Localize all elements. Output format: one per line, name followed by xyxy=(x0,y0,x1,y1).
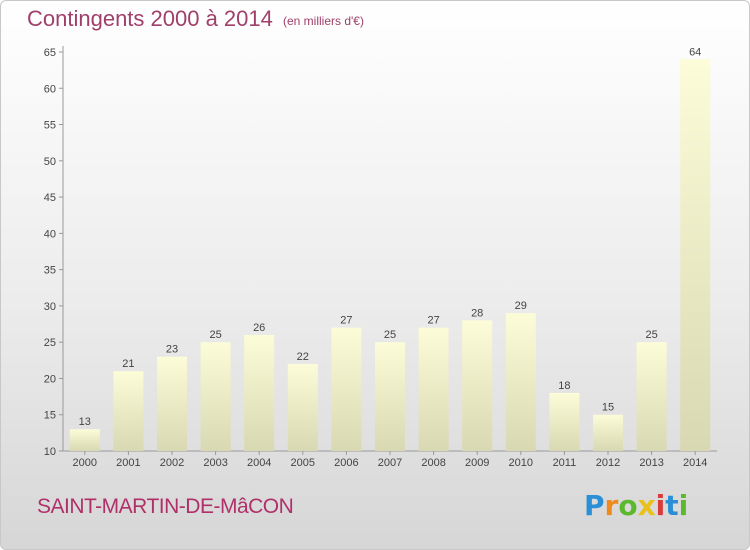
x-tick-label: 2013 xyxy=(639,457,663,469)
x-tick-label: 2011 xyxy=(553,457,577,469)
y-axis: 10 15 20 25 30 35 40 45 50 55 60 65 xyxy=(44,46,64,458)
bar xyxy=(69,429,100,451)
data-label: 25 xyxy=(209,329,221,341)
x-tick-label: 2003 xyxy=(203,457,227,469)
x-tick-label: 2007 xyxy=(378,457,402,469)
x-tick-label: 2014 xyxy=(683,457,707,469)
x-tick-label: 2009 xyxy=(465,457,489,469)
y-tick-label: 10 xyxy=(44,446,56,458)
logo-letter: r xyxy=(604,489,619,522)
y-tick-label: 45 xyxy=(44,192,56,204)
bar xyxy=(287,363,318,451)
data-label: 21 xyxy=(122,358,134,370)
data-label: 25 xyxy=(384,329,396,341)
bar xyxy=(200,342,231,451)
y-tick-label: 25 xyxy=(44,337,56,349)
logo-letter: t xyxy=(665,489,679,522)
y-tick-label: 60 xyxy=(44,83,56,95)
y-tick-label: 35 xyxy=(44,265,56,277)
x-tick-label: 2005 xyxy=(291,457,315,469)
bars: 13 21 23 25 26 22 27 25 27 28 29 18 15 25 64 xyxy=(69,46,711,451)
data-label: 26 xyxy=(253,322,265,334)
logo-letter: i xyxy=(678,489,689,522)
bar xyxy=(636,342,667,451)
data-label: 28 xyxy=(471,307,483,319)
data-label: 18 xyxy=(558,380,570,392)
data-label: 27 xyxy=(340,315,352,327)
bar xyxy=(462,320,493,451)
bar xyxy=(331,327,362,451)
data-label: 23 xyxy=(166,344,178,356)
data-label: 25 xyxy=(645,329,657,341)
x-tick-label: 2010 xyxy=(509,457,533,469)
logo-letter: x xyxy=(637,489,656,522)
bar xyxy=(505,313,536,451)
data-label: 27 xyxy=(427,315,439,327)
bar xyxy=(375,342,405,451)
y-tick-label: 15 xyxy=(44,410,56,422)
proxiti-logo: Proxiti xyxy=(584,489,688,522)
y-tick-label: 50 xyxy=(44,156,56,168)
data-label: 29 xyxy=(515,300,527,312)
logo-letter: i xyxy=(655,489,666,522)
y-tick-label: 65 xyxy=(44,47,56,59)
x-tick-label: 2001 xyxy=(116,457,140,469)
data-label: 64 xyxy=(689,46,701,58)
x-tick-label: 2008 xyxy=(421,457,445,469)
place-name: SAINT-MARTIN-DE-MâCON xyxy=(37,495,294,518)
x-tick-label: 2000 xyxy=(73,457,97,469)
data-label: 13 xyxy=(79,416,91,428)
bar xyxy=(418,327,449,451)
data-label: 15 xyxy=(602,402,614,414)
bar xyxy=(593,414,623,451)
x-axis: 2000 2001 2002 2003 2004 2005 2006 2007 2008 2009… xyxy=(63,450,717,469)
y-tick-label: 30 xyxy=(44,301,56,313)
bar xyxy=(113,371,144,451)
logo-letter: P xyxy=(584,489,605,522)
chart-title: Contingents 2000 à 2014 xyxy=(27,6,273,31)
data-label: 22 xyxy=(297,351,309,363)
y-tick-label: 20 xyxy=(44,373,56,385)
y-tick-label: 55 xyxy=(44,120,56,132)
bar xyxy=(680,59,711,451)
bar xyxy=(244,334,275,451)
x-tick-label: 2002 xyxy=(160,457,184,469)
x-tick-label: 2004 xyxy=(247,457,271,469)
x-tick-label: 2012 xyxy=(596,457,620,469)
bar xyxy=(549,392,580,451)
bar xyxy=(157,356,187,451)
y-tick-label: 40 xyxy=(44,228,56,240)
logo-letter: o xyxy=(618,489,638,522)
chart-subtitle: (en milliers d'€) xyxy=(283,14,364,28)
x-tick-label: 2006 xyxy=(334,457,358,469)
